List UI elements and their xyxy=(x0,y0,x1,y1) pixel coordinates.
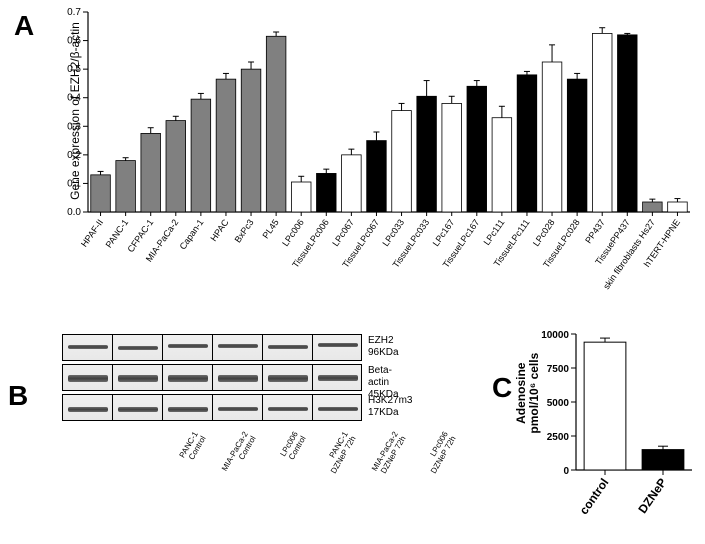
blot-strip-label: H3K27m317KDa xyxy=(368,395,412,419)
chart-a-bar-label: LPc067 xyxy=(330,217,356,248)
blot-band xyxy=(168,375,208,382)
blot-band xyxy=(218,407,258,412)
chart-c-svg: 0 2500 5000 7500 10000 control DZNeP xyxy=(530,328,700,528)
blot-band xyxy=(218,375,258,382)
blot-band xyxy=(168,344,208,348)
blot-strip xyxy=(62,394,362,421)
blot-band xyxy=(268,407,308,411)
chart-a-bar-label: LPc111 xyxy=(482,217,507,247)
blot-lane-label: LPc006 DZNeP 72h xyxy=(397,430,458,517)
svg-text:7500: 7500 xyxy=(547,364,570,375)
svg-text:10000: 10000 xyxy=(541,330,569,341)
chart-c-bar-label: DZNeP xyxy=(635,476,669,516)
chart-a-bar-label: PL45 xyxy=(261,217,281,240)
svg-text:5000: 5000 xyxy=(547,398,570,409)
chart-a-bar-label: LPc028 xyxy=(531,217,557,248)
blot-band xyxy=(318,343,358,347)
chart-a-bar-label: LPc167 xyxy=(431,217,457,248)
blot-band xyxy=(268,375,308,382)
panel-c-label: C xyxy=(492,372,512,404)
blot-strip-label: EZH296KDa xyxy=(368,335,399,359)
svg-text:0: 0 xyxy=(563,466,569,477)
chart-a-bar-label: HPAC xyxy=(208,217,230,243)
chart-a: Gene expression of EZH2/β-actin 0.00.10.… xyxy=(48,4,696,304)
svg-text:2500: 2500 xyxy=(547,432,570,443)
panel-b-label: B xyxy=(8,380,28,412)
blot-band xyxy=(118,346,158,351)
blot-band xyxy=(318,407,358,412)
blot-band xyxy=(68,375,108,382)
chart-a-bar-label: BxPc3 xyxy=(233,217,256,244)
blot-band xyxy=(68,407,108,412)
blot-band xyxy=(218,344,258,348)
blot-band xyxy=(68,345,108,349)
chart-c-ylabel: Adenosine pmol/10⁶ cells xyxy=(515,323,541,463)
chart-a-bar-label: PANC-1 xyxy=(104,217,131,249)
chart-c: Adenosine pmol/10⁶ cells 025005000750010… xyxy=(530,328,700,528)
chart-a-svg: 0.00.10.20.30.40.50.60.7HPAF-IIPANC-1CFP… xyxy=(48,4,696,304)
blot-strip xyxy=(62,364,362,391)
chart-a-bar-label: LPc006 xyxy=(280,217,306,248)
chart-c-bar-label: control xyxy=(577,476,612,517)
chart-a-bar-label: HPAF-II xyxy=(79,217,105,248)
blot-band xyxy=(168,407,208,412)
western-blot: EZH296KDaBeta-actin45KDaH3K27m317KDaPANC… xyxy=(62,334,382,534)
blot-band xyxy=(118,407,158,412)
chart-a-bar-label: Capan-1 xyxy=(178,217,206,251)
blot-strip xyxy=(62,334,362,361)
panel-a-label: A xyxy=(14,10,34,42)
blot-band xyxy=(268,345,308,349)
chart-a-ylabel: Gene expression of EZH2/β-actin xyxy=(68,16,82,206)
chart-a-bar-label: PP437 xyxy=(583,217,607,245)
chart-a-bar-label: LPc033 xyxy=(380,217,406,248)
blot-band xyxy=(318,375,358,381)
svg-text:0.0: 0.0 xyxy=(67,207,81,218)
blot-band xyxy=(118,375,158,382)
